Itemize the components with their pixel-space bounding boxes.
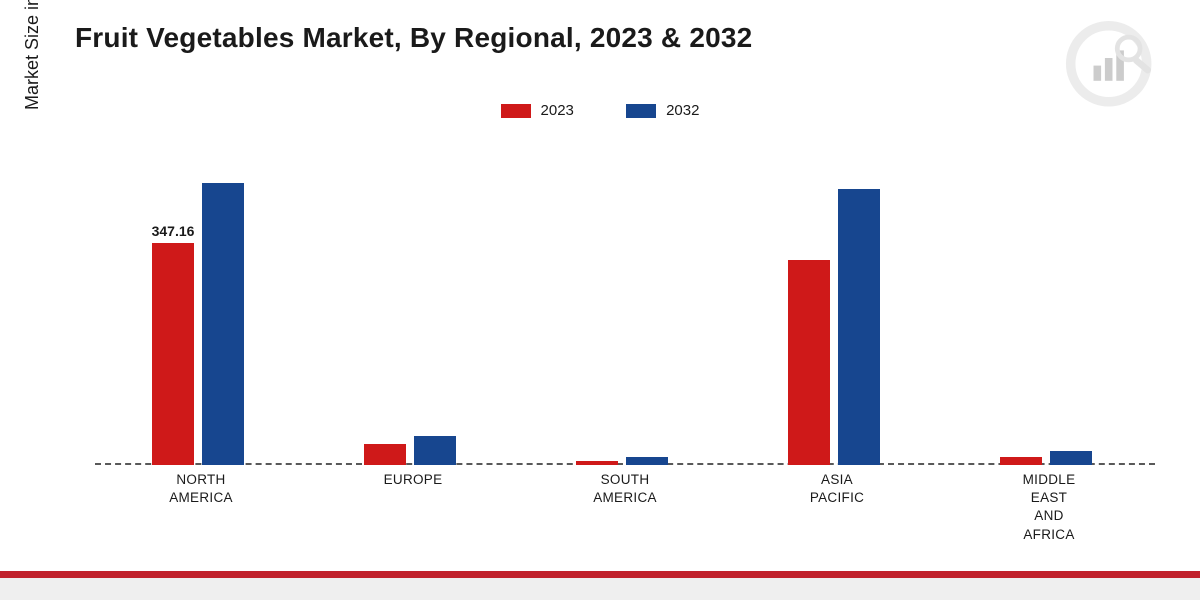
chart-canvas: Fruit Vegetables Market, By Regional, 20… [0,0,1200,600]
plot-area: 347.16 [95,145,1155,465]
bar-2032 [414,436,456,465]
data-label: 347.16 [152,223,195,239]
watermark-logo-icon [1065,20,1160,115]
legend-item-2032: 2032 [626,102,699,119]
footer-accent-bar [0,571,1200,578]
bar-2032 [1050,451,1092,465]
legend: 2023 2032 [0,102,1200,122]
legend-swatch-2023 [501,104,531,118]
legend-label-2032: 2032 [666,102,699,119]
bar-2032 [838,189,880,465]
legend-item-2023: 2023 [501,102,574,119]
category-labels: NORTHAMERICA EUROPE SOUTHAMERICA ASIAPACIFI… [95,465,1155,560]
bar-2023 [788,260,830,465]
legend-swatch-2032 [626,104,656,118]
category-label: MIDDLEEASTANDAFRICA [969,471,1129,544]
bar-2032 [202,183,244,465]
category-label: SOUTHAMERICA [545,471,705,507]
category-label: ASIAPACIFIC [757,471,917,507]
chart-title: Fruit Vegetables Market, By Regional, 20… [75,22,752,54]
bar-2023 [152,243,194,465]
footer-band [0,578,1200,600]
category-label: EUROPE [333,471,493,489]
bar-2023 [1000,457,1042,465]
bar-2023 [364,444,406,465]
bar-2032 [626,457,668,465]
y-axis-label: Market Size in USD Billion [22,0,43,155]
legend-label-2023: 2023 [541,102,574,119]
category-label: NORTHAMERICA [121,471,281,507]
